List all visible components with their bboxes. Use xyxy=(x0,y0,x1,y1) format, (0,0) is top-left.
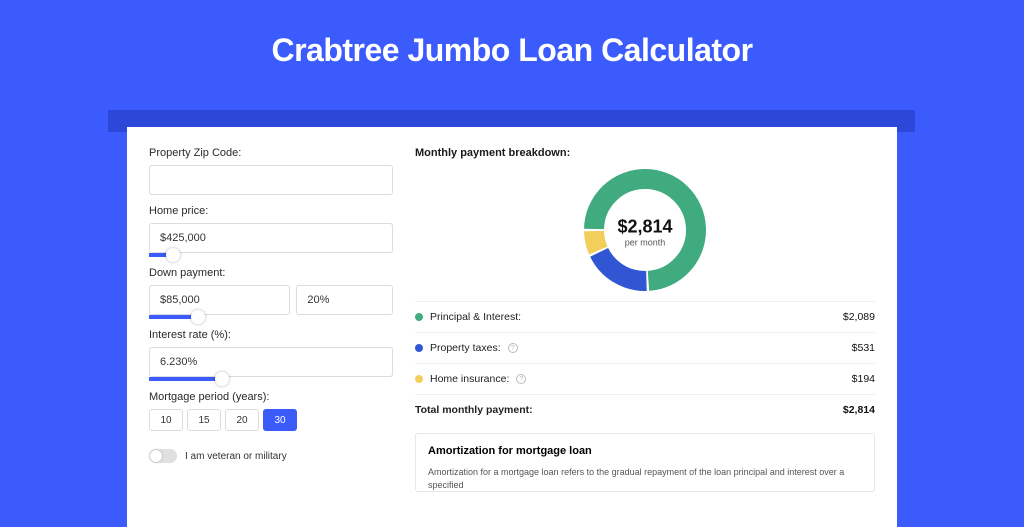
amortization-box: Amortization for mortgage loan Amortizat… xyxy=(415,433,875,492)
legend-dot xyxy=(415,344,423,352)
breakdown-value: $531 xyxy=(852,342,875,354)
amortization-title: Amortization for mortgage loan xyxy=(428,445,862,457)
period-button-30[interactable]: 30 xyxy=(263,409,297,431)
down-payment-slider[interactable] xyxy=(149,315,393,319)
mortgage-period-group: Mortgage period (years): 10152030 xyxy=(149,391,393,431)
breakdown-row: Home insurance:? $194 xyxy=(415,363,875,394)
interest-rate-slider[interactable] xyxy=(149,377,393,381)
mortgage-period-buttons: 10152030 xyxy=(149,409,393,431)
donut-slice-property_taxes xyxy=(599,252,646,281)
breakdown-label: Home insurance: xyxy=(430,373,509,385)
breakdown-row: Principal & Interest: $2,089 xyxy=(415,301,875,332)
breakdown-total-row: Total monthly payment: $2,814 xyxy=(415,394,875,425)
down-payment-group: Down payment: xyxy=(149,267,393,319)
breakdown-label: Principal & Interest: xyxy=(430,311,521,323)
zip-group: Property Zip Code: xyxy=(149,147,393,195)
down-payment-slider-thumb[interactable] xyxy=(191,310,205,324)
amortization-text: Amortization for a mortgage loan refers … xyxy=(428,466,862,491)
veteran-toggle-knob xyxy=(150,450,162,462)
home-price-input[interactable] xyxy=(149,223,393,253)
zip-input[interactable] xyxy=(149,165,393,195)
zip-label: Property Zip Code: xyxy=(149,147,393,159)
calculator-panel: Property Zip Code: Home price: Down paym… xyxy=(127,127,897,527)
donut-center-sub: per month xyxy=(617,238,672,248)
breakdown-list: Principal & Interest: $2,089 Property taxe… xyxy=(415,301,875,425)
interest-rate-label: Interest rate (%): xyxy=(149,329,393,341)
breakdown-column: Monthly payment breakdown: $2,814 per mo… xyxy=(415,147,875,527)
breakdown-value: $194 xyxy=(852,373,875,385)
veteran-label: I am veteran or military xyxy=(185,451,287,462)
page-title: Crabtree Jumbo Loan Calculator xyxy=(0,0,1024,87)
home-price-slider[interactable] xyxy=(149,253,393,257)
interest-rate-group: Interest rate (%): xyxy=(149,329,393,381)
breakdown-value: $2,089 xyxy=(843,311,875,323)
info-icon[interactable]: ? xyxy=(516,374,526,384)
period-button-10[interactable]: 10 xyxy=(149,409,183,431)
info-icon[interactable]: ? xyxy=(508,343,518,353)
breakdown-label: Property taxes: xyxy=(430,342,501,354)
period-button-15[interactable]: 15 xyxy=(187,409,221,431)
mortgage-period-label: Mortgage period (years): xyxy=(149,391,393,403)
donut-chart: $2,814 per month xyxy=(415,163,875,301)
veteran-row: I am veteran or military xyxy=(149,449,393,463)
interest-rate-input[interactable] xyxy=(149,347,393,377)
down-payment-percent-input[interactable] xyxy=(296,285,393,315)
veteran-toggle[interactable] xyxy=(149,449,177,463)
form-column: Property Zip Code: Home price: Down paym… xyxy=(149,147,393,527)
breakdown-title: Monthly payment breakdown: xyxy=(415,147,875,159)
total-label: Total monthly payment: xyxy=(415,404,533,416)
down-payment-label: Down payment: xyxy=(149,267,393,279)
period-button-20[interactable]: 20 xyxy=(225,409,259,431)
legend-dot xyxy=(415,375,423,383)
breakdown-row: Property taxes:? $531 xyxy=(415,332,875,363)
donut-slice-home_insurance xyxy=(594,231,598,250)
donut-center-amount: $2,814 xyxy=(617,217,672,238)
down-payment-amount-input[interactable] xyxy=(149,285,290,315)
total-value: $2,814 xyxy=(843,404,875,416)
home-price-group: Home price: xyxy=(149,205,393,257)
home-price-slider-thumb[interactable] xyxy=(166,248,180,262)
legend-dot xyxy=(415,313,423,321)
home-price-label: Home price: xyxy=(149,205,393,217)
interest-rate-slider-thumb[interactable] xyxy=(215,372,229,386)
